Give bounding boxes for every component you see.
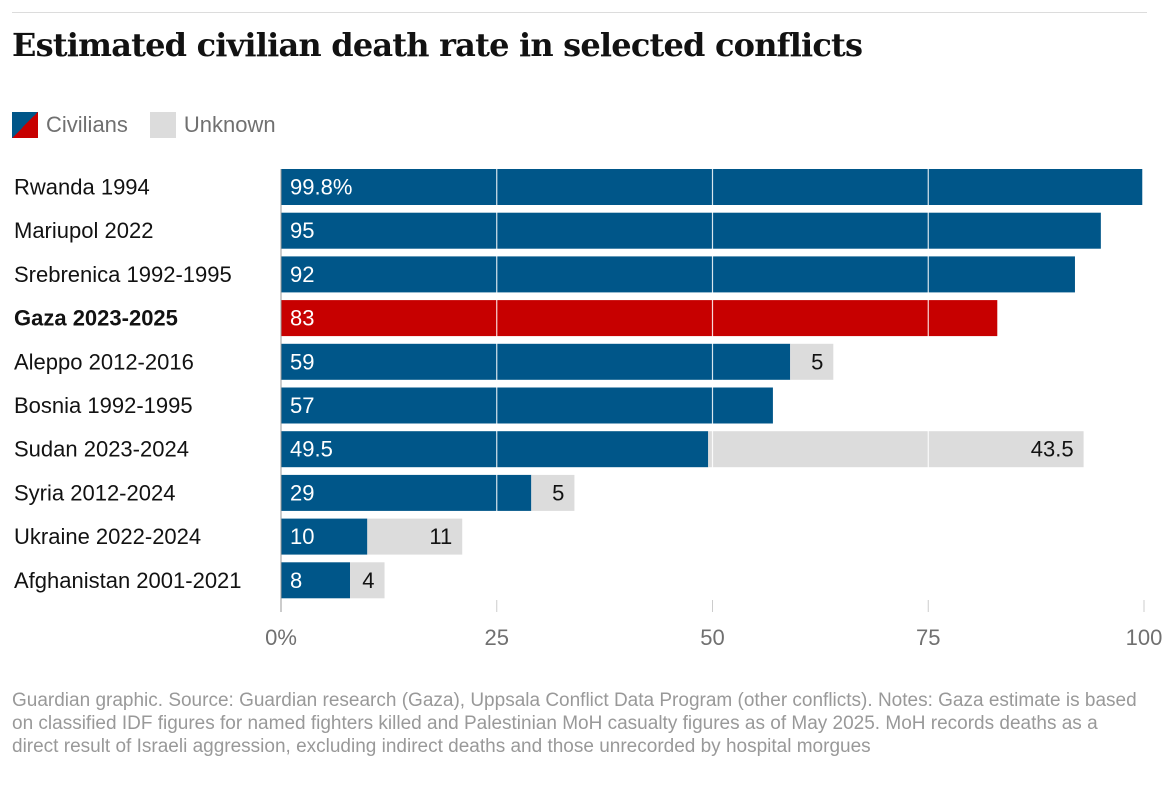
bar-label-civilians: 59 bbox=[290, 349, 314, 374]
top-rule bbox=[12, 12, 1147, 13]
bar-civilians bbox=[281, 343, 791, 380]
bar-civilians bbox=[281, 562, 351, 599]
legend: Civilians Unknown bbox=[12, 112, 298, 138]
category-label: Srebrenica 1992-1995 bbox=[14, 262, 232, 287]
legend-swatch-civilians bbox=[12, 112, 38, 138]
category-label: Aleppo 2012-2016 bbox=[14, 349, 194, 374]
bar-unknown bbox=[367, 518, 463, 555]
x-tick-label: 75 bbox=[916, 625, 940, 650]
bar-label-civilians: 57 bbox=[290, 393, 314, 418]
category-label: Ukraine 2022-2024 bbox=[14, 524, 201, 549]
bar-civilians bbox=[281, 300, 998, 337]
bar-unknown bbox=[790, 343, 834, 380]
bar-label-civilians: 95 bbox=[290, 218, 314, 243]
bar-unknown bbox=[531, 474, 575, 511]
bar-civilians bbox=[281, 474, 532, 511]
bar-chart: Rwanda 1994 99.8% Mariupol 2022 95 Srebrenic… bbox=[14, 169, 1163, 650]
bar-label-civilians: 49.5 bbox=[290, 437, 333, 462]
legend-label-unknown: Unknown bbox=[183, 112, 276, 137]
legend-label-civilians: Civilians bbox=[46, 112, 128, 137]
bar-civilians bbox=[281, 169, 1143, 205]
x-tick-label: 50 bbox=[700, 625, 724, 650]
chart-title: Estimated civilian death rate in selecte… bbox=[12, 26, 863, 64]
category-label: Bosnia 1992-1995 bbox=[14, 393, 193, 418]
bar-label-civilians: 10 bbox=[290, 524, 314, 549]
bar-label-civilians: 83 bbox=[290, 306, 314, 331]
bar-civilians bbox=[281, 387, 773, 424]
bar-label-civilians: 8 bbox=[290, 568, 302, 593]
bar-label-unknown: 4 bbox=[362, 568, 374, 593]
legend-item-civilians: Civilians bbox=[12, 112, 128, 138]
source-note: Guardian graphic. Source: Guardian resea… bbox=[12, 690, 1137, 757]
bar-civilians bbox=[281, 431, 709, 468]
bar-label-unknown: 43.5 bbox=[1031, 437, 1074, 462]
x-tick-label: 0% bbox=[265, 625, 297, 650]
x-tick-label: 25 bbox=[485, 625, 509, 650]
category-label: Mariupol 2022 bbox=[14, 218, 153, 243]
category-label: Syria 2012-2024 bbox=[14, 480, 175, 505]
legend-item-unknown: Unknown bbox=[149, 112, 276, 138]
bar-unknown bbox=[350, 562, 385, 599]
bar-civilians bbox=[281, 518, 368, 555]
bar-label-unknown: 5 bbox=[811, 349, 823, 374]
category-label: Gaza 2023-2025 bbox=[14, 306, 178, 331]
legend-swatch-unknown bbox=[149, 112, 176, 138]
category-label: Rwanda 1994 bbox=[14, 175, 150, 200]
category-label: Afghanistan 2001-2021 bbox=[14, 568, 242, 593]
category-label: Sudan 2023-2024 bbox=[14, 437, 189, 462]
bar-label-unknown: 5 bbox=[552, 480, 564, 505]
bar-unknown bbox=[708, 431, 1084, 468]
bar-label-civilians: 92 bbox=[290, 262, 314, 287]
x-tick-label: 100 bbox=[1126, 625, 1163, 650]
bar-civilians bbox=[281, 212, 1101, 249]
bar-civilians bbox=[281, 256, 1075, 293]
bar-label-civilians: 29 bbox=[290, 480, 314, 505]
bar-label-unknown: 11 bbox=[429, 524, 452, 549]
bar-label-civilians: 99.8% bbox=[290, 175, 352, 200]
